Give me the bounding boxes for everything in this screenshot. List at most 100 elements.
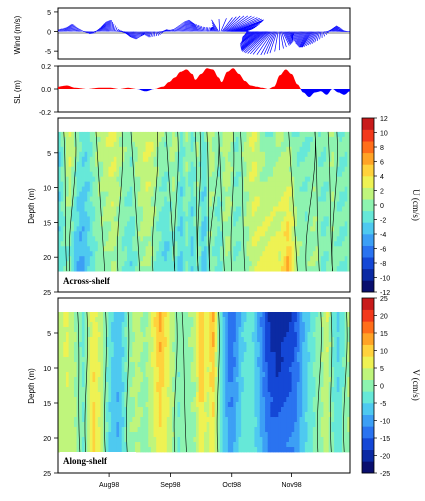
across-shelf-cell (95, 241, 99, 247)
across-shelf-cell (227, 141, 231, 148)
along-shelf-cell (100, 317, 104, 323)
across-shelf-cell (145, 196, 149, 202)
along-shelf-cell (188, 362, 192, 368)
across-shelf-cell (73, 226, 77, 232)
wind-vector (245, 31, 269, 54)
across-shelf-cell (95, 221, 99, 227)
along-shelf-cell (68, 402, 72, 408)
across-shelf-cell (166, 231, 170, 237)
across-shelf-cell (344, 161, 348, 168)
along-shelf-cell (127, 417, 131, 423)
across-shelf-cell (328, 131, 332, 138)
along-shelf-cell (180, 402, 184, 408)
along-shelf-cell (121, 387, 125, 393)
along-shelf-cell (166, 397, 170, 403)
along-shelf-cell (58, 402, 62, 408)
along-shelf-cell (201, 342, 205, 348)
across-shelf-cell (132, 141, 136, 148)
across-shelf-cell (230, 181, 234, 187)
along-shelf-cell (92, 442, 96, 448)
across-shelf-cell (124, 151, 128, 158)
across-shelf-cell (246, 226, 250, 232)
along-shelf-cell (182, 322, 186, 328)
across-shelf-cell (95, 201, 99, 207)
across-shelf-cell (121, 131, 125, 138)
along-shelf-cell (188, 402, 192, 408)
wind-vector (62, 27, 65, 32)
across-shelf-cell (161, 131, 165, 138)
along-shelf-cell (76, 387, 80, 393)
along-shelf-cell (169, 437, 173, 443)
across-shelf-cell (280, 226, 285, 232)
across-shelf-cell (142, 141, 146, 148)
wind-vector (137, 31, 140, 38)
across-shelf-cell (326, 151, 330, 158)
across-shelf-cell (79, 136, 83, 143)
wind-vector (113, 25, 116, 32)
across-shelf-cell (339, 186, 343, 192)
along-shelf-cell (108, 427, 112, 433)
along-shelf-cell (60, 362, 64, 368)
wind-vector (164, 29, 168, 32)
along-shelf-cell (65, 407, 70, 413)
along-shelf-cell (164, 447, 168, 453)
along-shelf-cell (132, 427, 136, 433)
across-shelf-cell (198, 221, 202, 227)
across-shelf-cell (113, 191, 117, 197)
across-shelf-cell (225, 256, 229, 262)
across-shelf-cell (100, 171, 104, 178)
across-shelf-cell (158, 216, 162, 222)
across-shelf-cell (339, 206, 343, 212)
across-shelf-cell (89, 176, 93, 183)
across-shelf-cell (310, 206, 314, 212)
across-shelf-cell (58, 191, 62, 197)
along-shelf-cell (145, 387, 149, 393)
along-shelf-cell (87, 402, 91, 408)
across-shelf-cell (145, 246, 149, 252)
across-shelf-cell (302, 156, 306, 163)
along-shelf-cell (81, 392, 85, 398)
across-shelf-cell (318, 166, 322, 173)
along-shelf-cell (166, 387, 170, 393)
across-shelf-cell (65, 176, 70, 183)
along-shelf-cell (76, 427, 80, 433)
along-shelf-cell (169, 427, 173, 433)
across-shelf-cell (153, 141, 157, 148)
along-shelf-cell (121, 437, 125, 443)
across-shelf-cell (254, 136, 258, 143)
across-shelf-cell (278, 186, 282, 192)
across-shelf-cell (249, 141, 253, 148)
across-shelf-cell (291, 251, 295, 257)
across-shelf-cell (214, 251, 218, 257)
across-shelf-cell (291, 211, 295, 217)
across-shelf-cell (344, 151, 348, 158)
along-shelf-cell (137, 402, 141, 408)
across-shelf-cell (124, 146, 128, 153)
along-shelf-cell (89, 412, 93, 418)
across-shelf-cell (134, 181, 139, 187)
along-shelf-cell (182, 342, 186, 348)
across-shelf-cell (63, 241, 67, 247)
across-shelf-cell (241, 231, 245, 237)
across-shelf-cell (259, 236, 263, 242)
across-shelf-cell (219, 236, 223, 242)
across-shelf-cell (211, 141, 216, 148)
along-shelf-cell (132, 432, 136, 438)
across-shelf-cell (76, 181, 80, 187)
across-shelf-cell (326, 256, 330, 262)
across-shelf-cell (246, 136, 250, 143)
along-shelf-cell (97, 317, 101, 323)
along-shelf-cell (132, 442, 136, 448)
along-shelf-cell (150, 317, 154, 323)
across-shelf-cell (84, 176, 88, 183)
across-shelf-cell (275, 221, 279, 227)
along-shelf-cell (87, 332, 91, 338)
across-shelf-cell (153, 231, 157, 237)
across-shelf-cell (105, 146, 109, 153)
across-shelf-cell (278, 176, 282, 183)
along-shelf-cell (71, 437, 75, 443)
along-shelf-cell (134, 447, 139, 453)
across-shelf-cell (254, 201, 258, 207)
across-shelf-cell (158, 206, 162, 212)
across-shelf-cell (318, 256, 322, 262)
